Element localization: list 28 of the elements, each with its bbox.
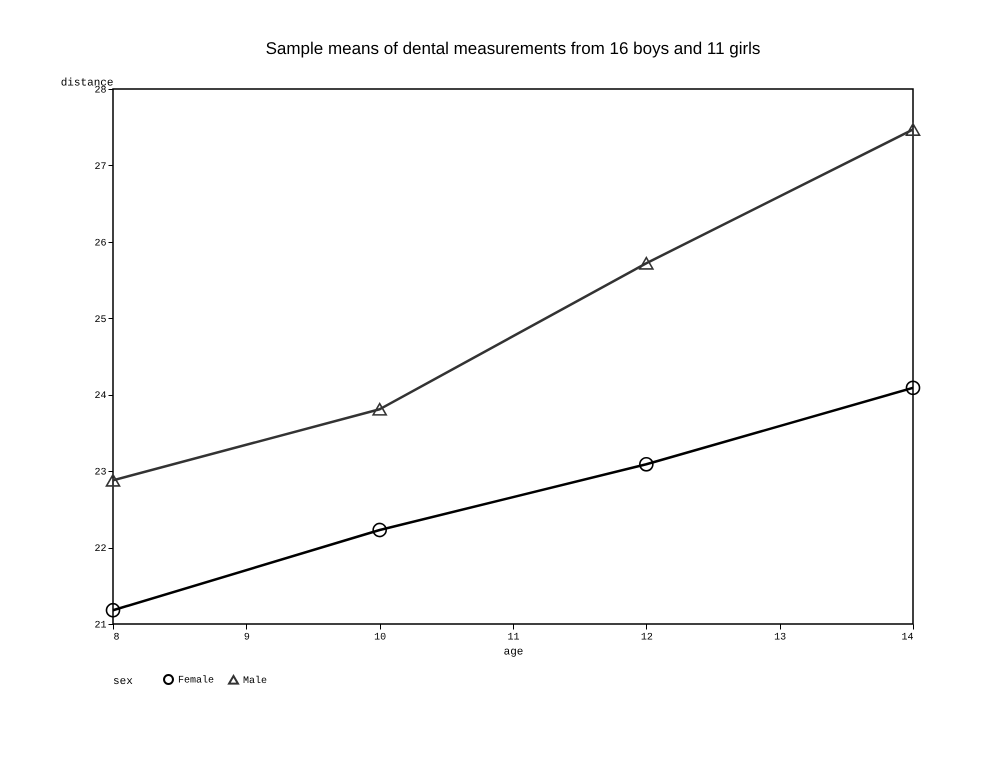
x-tick-label: 11 xyxy=(507,632,520,644)
x-tick-label: 9 xyxy=(244,632,250,644)
y-tick-label: 24 xyxy=(94,391,106,402)
chart-title: Sample means of dental measurements from 16 boys and 11 girls xyxy=(266,39,760,58)
x-tick-label: 8 xyxy=(114,632,120,644)
x-tick-label: 12 xyxy=(640,632,653,644)
x-tick-label: 13 xyxy=(774,632,786,644)
point xyxy=(372,402,387,416)
point xyxy=(106,474,120,487)
y-tick-label: 26 xyxy=(94,238,106,250)
point xyxy=(106,602,120,618)
legend-label: Female xyxy=(178,674,214,687)
x-axis-title: age xyxy=(504,646,524,658)
x-tick-label: 14 xyxy=(901,632,914,644)
y-tick-label: 27 xyxy=(94,162,106,173)
legend-title: sex xyxy=(113,676,134,688)
point xyxy=(906,123,920,136)
point xyxy=(639,456,654,472)
point xyxy=(906,380,920,396)
legend-label: Male xyxy=(243,674,268,687)
x-tick-label: 10 xyxy=(374,632,386,644)
point xyxy=(372,522,387,538)
y-tick-label: 28 xyxy=(94,86,106,96)
y-tick-label: 22 xyxy=(94,544,106,556)
y-tick-label: 21 xyxy=(94,620,106,632)
point xyxy=(639,256,654,270)
y-tick-label: 25 xyxy=(94,314,106,326)
y-tick-label: 23 xyxy=(94,468,106,479)
